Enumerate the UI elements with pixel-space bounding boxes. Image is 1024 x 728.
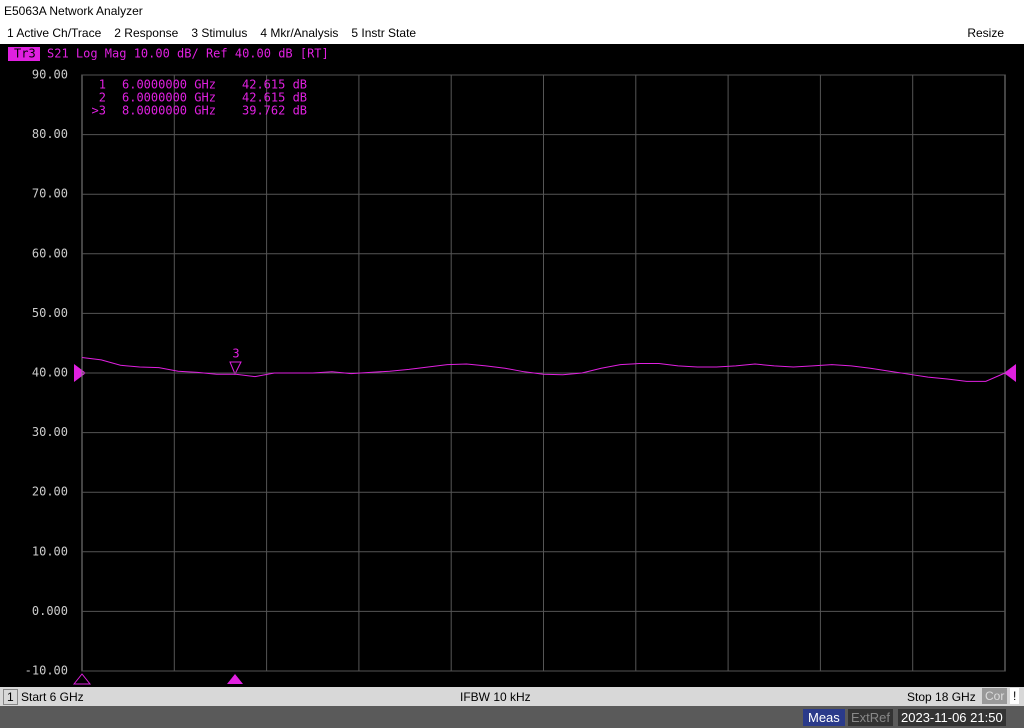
marker-value: 42.615 dB <box>242 91 307 105</box>
footer-bar: 1 Start 6 GHz IFBW 10 kHz Stop 18 GHz Co… <box>0 687 1024 706</box>
resize-button[interactable]: Resize <box>967 26 1004 40</box>
y-tick-label: 80.00 <box>32 127 68 141</box>
y-tick-label: 10.00 <box>32 544 68 558</box>
marker-frequency: 6.0000000 GHz <box>122 91 216 105</box>
marker-3-flag: 3 <box>232 347 239 361</box>
y-tick-label: 70.00 <box>32 187 68 201</box>
menu-list: 1 Active Ch/Trace 2 Response 3 Stimulus 4 M… <box>7 26 429 40</box>
y-tick-label: 50.00 <box>32 306 68 320</box>
y-tick-label: 0.000 <box>32 604 68 618</box>
ifbw: IFBW 10 kHz <box>460 690 531 704</box>
start-frequency: Start 6 GHz <box>21 690 84 704</box>
y-tick-label: 60.00 <box>32 246 68 260</box>
cor-indicator: Cor <box>982 688 1008 704</box>
trace-tab[interactable] <box>8 47 40 61</box>
datetime: 2023-11-06 21:50 <box>898 709 1006 726</box>
ref-arrow-right <box>1004 364 1016 382</box>
extref-indicator: ExtRef <box>848 709 894 726</box>
menu-bar: 1 Active Ch/Trace 2 Response 3 Stimulus 4 M… <box>0 22 1024 45</box>
marker-3-triangle <box>229 361 242 376</box>
menu-item[interactable]: 4 Mkr/Analysis <box>260 26 339 40</box>
marker-frequency: 6.0000000 GHz <box>122 78 216 92</box>
menu-item[interactable]: 1 Active Ch/Trace <box>7 26 102 40</box>
marker-value: 39.762 dB <box>242 104 307 118</box>
marker-frequency: 8.0000000 GHz <box>122 104 216 118</box>
warning-indicator: ! <box>1010 688 1020 704</box>
y-tick-label: 40.00 <box>32 366 68 380</box>
y-tick-label: -10.00 <box>25 664 68 678</box>
y-tick-label: 20.00 <box>32 485 68 499</box>
marker-label: 2 <box>99 91 106 105</box>
marker-value: 42.615 dB <box>242 78 307 92</box>
marker-label: 1 <box>99 78 106 92</box>
active-marker-pos <box>227 674 243 684</box>
ref-arrow-left <box>74 364 86 382</box>
menu-item[interactable]: 2 Response <box>114 26 179 40</box>
channel-indicator: 1 <box>3 689 18 705</box>
status-bar: Meas ExtRef 2023-11-06 21:50 <box>0 706 1024 728</box>
title-bar: E5063A Network Analyzer <box>0 0 1024 22</box>
menu-item[interactable]: 5 Instr State <box>351 26 417 40</box>
marker-label: >3 <box>92 104 106 118</box>
trace-label: Tr3 <box>14 47 36 61</box>
y-tick-label: 30.00 <box>32 425 68 439</box>
y-tick-label: 90.00 <box>32 68 68 82</box>
start-marker <box>72 673 92 685</box>
stop-frequency: Stop 18 GHz <box>907 690 976 704</box>
chart: Tr3 S21 Log Mag 10.00 dB/ Ref 40.00 dB [… <box>0 44 1024 687</box>
menu-item[interactable]: 3 Stimulus <box>191 26 248 40</box>
window-title: E5063A Network Analyzer <box>4 4 143 18</box>
trace-line <box>81 357 1006 382</box>
trace-info: S21 Log Mag 10.00 dB/ Ref 40.00 dB [RT] <box>47 47 329 61</box>
chart-background <box>0 44 1024 687</box>
meas-indicator: Meas <box>803 709 845 726</box>
